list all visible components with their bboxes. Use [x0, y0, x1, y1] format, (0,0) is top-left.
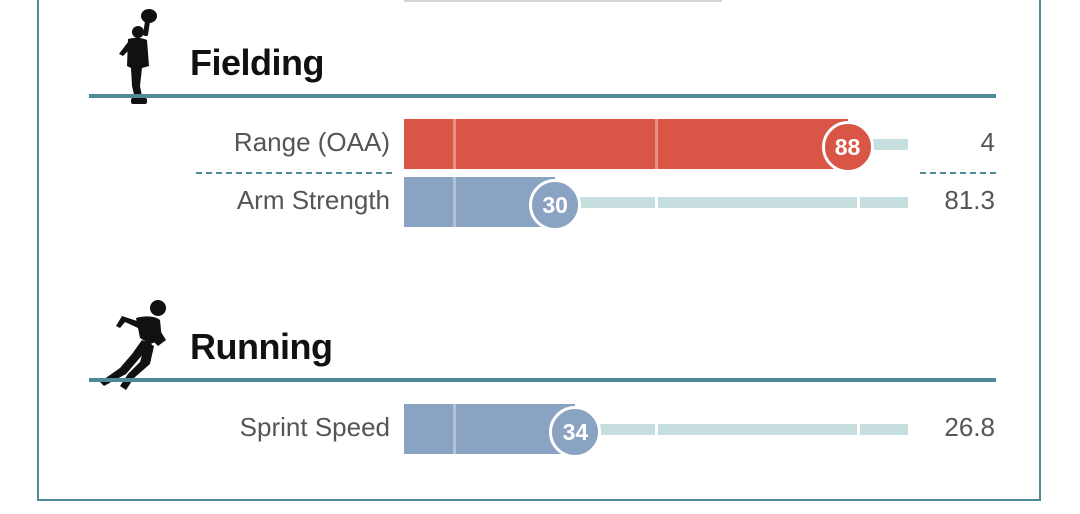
section-divider-fielding	[89, 94, 996, 98]
percentile-tick	[655, 197, 658, 208]
metric-value-range: 4	[980, 127, 995, 157]
section-title-fielding: Fielding	[190, 42, 325, 83]
metric-label-sprint-speed: Sprint Speed	[239, 412, 390, 442]
percentile-tick	[856, 424, 860, 435]
previous-row-remnant	[404, 0, 722, 2]
percentile-tick	[655, 424, 658, 435]
metric-value-sprint-speed: 26.8	[944, 412, 995, 442]
percentile-tick	[453, 119, 457, 169]
metric-label-range: Range (OAA)	[233, 127, 390, 157]
section-title-running: Running	[190, 326, 333, 367]
row-separator-right	[920, 172, 996, 174]
metric-value-arm-strength: 81.3	[944, 185, 995, 215]
percentile-tick	[655, 119, 658, 169]
card-frame	[37, 0, 1041, 501]
percentile-badge-sprint-speed: 34	[549, 406, 602, 458]
section-divider-running	[89, 378, 996, 382]
metric-row-range: Range (OAA) 88 4	[0, 119, 1080, 173]
percentile-badge-arm-strength: 30	[529, 179, 582, 231]
percentile-tick	[453, 404, 457, 454]
fielder-silhouette-icon	[119, 9, 157, 104]
percentile-tick	[453, 177, 457, 227]
percentile-bar-sprint-speed	[404, 404, 576, 454]
percentile-badge-range: 88	[821, 121, 874, 173]
percentile-tick	[856, 197, 860, 208]
row-separator-left	[196, 172, 392, 174]
percentile-bar-range	[404, 119, 848, 169]
metric-row-sprint-speed: Sprint Speed 34 26.8	[0, 404, 1080, 458]
metric-row-arm-strength: Arm Strength 30 81.3	[0, 177, 1080, 231]
metric-label-arm-strength: Arm Strength	[236, 185, 390, 215]
